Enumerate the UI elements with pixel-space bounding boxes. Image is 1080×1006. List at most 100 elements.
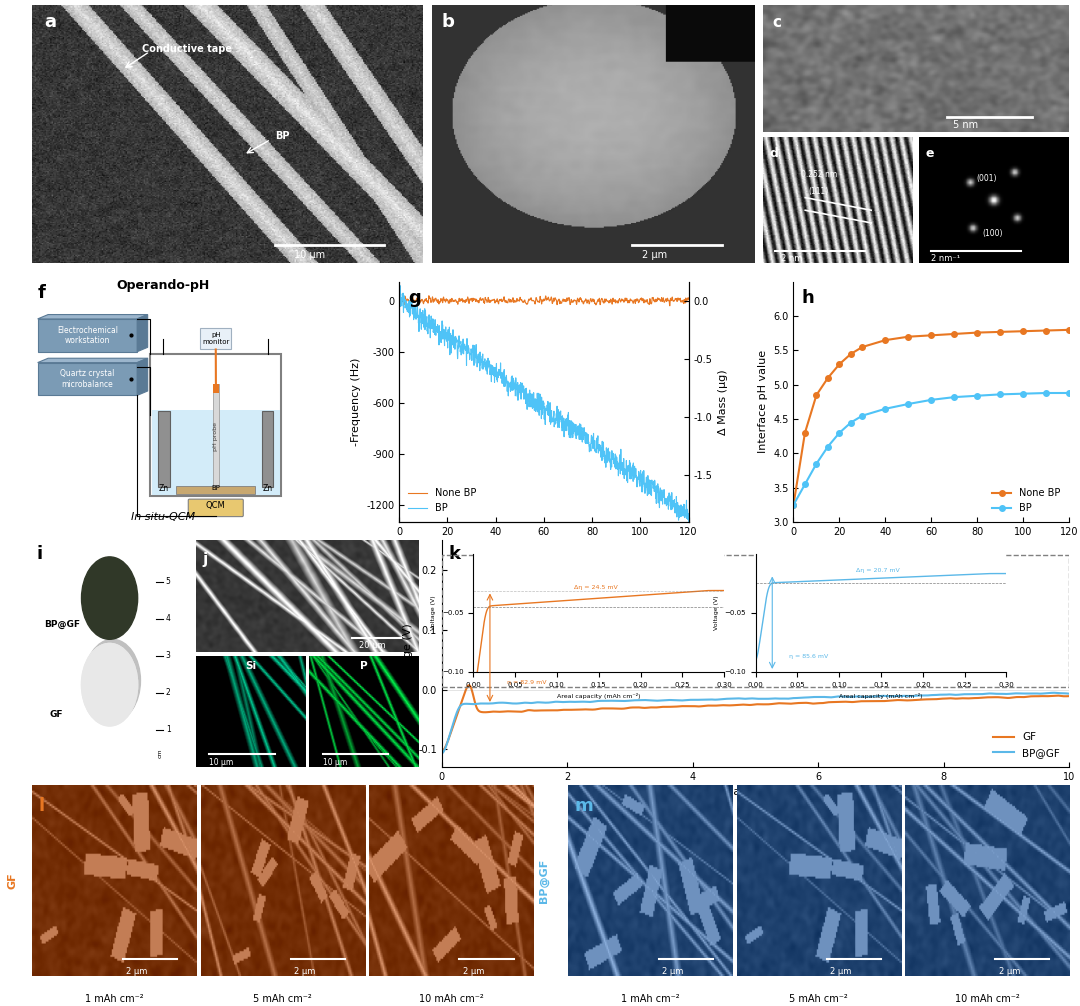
GF [500, 705, 513, 717]
Circle shape [81, 644, 137, 726]
GF [713, 699, 726, 711]
Text: 1 mAh cm⁻²: 1 mAh cm⁻² [85, 995, 144, 1004]
Line: BP@GF: BP@GF [442, 693, 1069, 753]
Polygon shape [38, 315, 148, 319]
Bar [213, 384, 219, 393]
BP [1040, 387, 1053, 399]
None BP [422, 290, 435, 302]
Line: BP: BP [400, 286, 689, 523]
BP [822, 441, 835, 453]
Text: 10 mAh cm⁻²: 10 mAh cm⁻² [955, 995, 1020, 1004]
Text: 5 mAh cm⁻²: 5 mAh cm⁻² [254, 995, 312, 1004]
BP@GF [499, 697, 512, 709]
None BP [845, 348, 858, 360]
GF [936, 692, 949, 704]
Text: 20 μm: 20 μm [359, 641, 386, 650]
Text: (100): (100) [982, 228, 1002, 237]
BP@GF [924, 689, 937, 701]
BP [393, 292, 406, 304]
BP@GF [712, 693, 725, 705]
Text: e: e [926, 147, 934, 160]
Text: h: h [801, 289, 814, 307]
Text: pH probe: pH probe [214, 423, 218, 452]
Y-axis label: Voltage (V): Voltage (V) [403, 623, 413, 685]
FancyBboxPatch shape [188, 499, 243, 517]
None BP [902, 331, 915, 343]
Text: 2 nm: 2 nm [781, 254, 802, 263]
None BP [879, 334, 892, 346]
Text: 2 μm: 2 μm [295, 967, 315, 976]
Text: d: d [769, 147, 778, 160]
Text: m: m [575, 797, 594, 815]
Line: None BP: None BP [791, 327, 1072, 508]
None BP [490, 294, 503, 306]
BP@GF [936, 689, 949, 701]
BP [879, 402, 892, 414]
Bar [150, 354, 281, 496]
Text: GF: GF [50, 710, 63, 719]
None BP [810, 389, 823, 401]
None BP [822, 372, 835, 384]
None BP [393, 292, 406, 304]
BP [431, 326, 444, 338]
Text: GF: GF [8, 872, 17, 889]
Text: cm: cm [158, 748, 163, 758]
Y-axis label: Δ Mass (μg): Δ Mass (μg) [718, 369, 728, 435]
BP [551, 414, 564, 427]
Text: i: i [37, 545, 43, 563]
BP [833, 427, 846, 439]
Text: 5: 5 [165, 577, 171, 586]
Text: BP: BP [212, 485, 220, 491]
None BP [683, 294, 696, 306]
Text: g: g [408, 289, 420, 307]
X-axis label: Time (min): Time (min) [901, 542, 961, 552]
None BP [1040, 325, 1053, 337]
None BP [551, 296, 564, 308]
BP@GF [866, 690, 879, 702]
Line: GF: GF [442, 685, 1069, 751]
None BP [833, 358, 846, 370]
None BP [948, 328, 961, 340]
Legend: GF, BP@GF: GF, BP@GF [989, 728, 1064, 762]
BP [924, 393, 937, 405]
Circle shape [81, 557, 137, 639]
Text: 2 μm: 2 μm [831, 967, 852, 976]
Text: 2 μm: 2 μm [999, 967, 1020, 976]
Polygon shape [38, 358, 148, 362]
None BP [971, 327, 984, 339]
Text: Si: Si [245, 661, 256, 671]
BP [1016, 387, 1029, 399]
BP [798, 478, 811, 490]
BP@GF [435, 747, 448, 760]
GF [690, 700, 703, 712]
BP@GF [1047, 687, 1059, 699]
BP [856, 409, 869, 422]
Bar [158, 410, 170, 487]
Text: Conductive tape: Conductive tape [141, 43, 232, 53]
None BP [545, 292, 558, 304]
Text: 2 μm: 2 μm [662, 967, 684, 976]
Line: BP: BP [791, 390, 1072, 508]
Text: 2: 2 [165, 688, 171, 697]
BP@GF [1063, 688, 1076, 700]
X-axis label: Time (min): Time (min) [514, 542, 575, 552]
BP [845, 416, 858, 429]
GF [435, 745, 448, 758]
None BP [1016, 325, 1029, 337]
BP [393, 280, 406, 292]
Bar [213, 384, 219, 489]
Polygon shape [137, 315, 148, 352]
BP [545, 404, 558, 416]
BP [787, 499, 800, 511]
Legend: None BP, BP: None BP, BP [404, 485, 481, 517]
Text: pH
monitor: pH monitor [202, 332, 229, 345]
Text: b: b [442, 13, 455, 31]
Text: BP@GF: BP@GF [43, 620, 80, 629]
GF [1063, 690, 1076, 702]
Text: (111): (111) [808, 187, 828, 196]
Text: (001): (001) [976, 174, 997, 183]
BP [948, 391, 961, 403]
Text: c: c [772, 15, 782, 30]
None BP [798, 427, 811, 439]
Polygon shape [38, 362, 137, 395]
